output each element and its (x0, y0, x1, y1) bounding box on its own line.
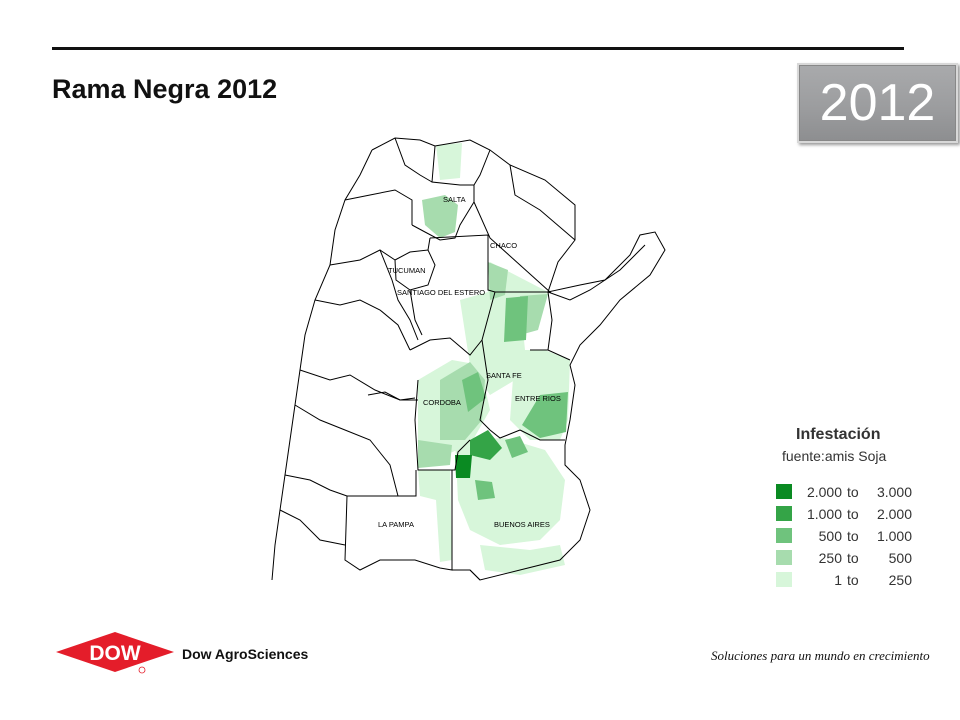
country-outline (371, 137, 666, 581)
internal-west-3 (299, 369, 418, 401)
legend-swatch (776, 484, 792, 499)
legend-low: 1 (834, 572, 842, 588)
legend-item: 250 to 500 (776, 550, 946, 566)
legend-item: 2.000 to 3.000 (776, 484, 946, 500)
internal-west-4 (294, 404, 399, 497)
legend-to: to (847, 506, 859, 522)
legend-high: 2.000 (876, 506, 912, 522)
label-chaco: CHACO (490, 241, 517, 250)
cordoba-border (409, 337, 483, 471)
area-salta-mid (422, 195, 458, 238)
label-buenosaires: BUENOS AIRES (494, 520, 550, 529)
infestation-map: SALTA CHACO TUCUMAN SANTIAGO DEL ESTERO … (271, 137, 666, 581)
santiago-west (409, 237, 431, 336)
internal-north-1 (344, 189, 413, 225)
top-rule (52, 47, 904, 50)
misiones-line (547, 244, 646, 301)
legend-high: 250 (888, 572, 912, 588)
area-ba-spot (475, 480, 495, 500)
legend-item: 1 to 250 (776, 572, 946, 588)
legend-swatch (776, 572, 792, 587)
area-entrerios-dark (522, 392, 568, 438)
santiago-border (429, 234, 548, 293)
legend-low: 1.000 (806, 506, 842, 522)
andes-west (271, 149, 373, 581)
sanluis-line (367, 391, 416, 401)
company-name: Dow AgroSciences (182, 646, 309, 662)
internal-west-6 (279, 509, 346, 546)
province-labels: SALTA CHACO TUCUMAN SANTIAGO DEL ESTERO … (378, 195, 561, 529)
area-west-strip (418, 470, 452, 562)
legend-to: to (847, 550, 859, 566)
label-santiago: SANTIAGO DEL ESTERO (397, 288, 485, 297)
internal-north-2 (394, 137, 433, 183)
legend-subtitle: fuente:amis Soja (782, 448, 887, 464)
legend-high: 1.000 (876, 528, 912, 544)
label-entrerios: ENTRE RIOS (515, 394, 561, 403)
dow-logo-text: DOW (89, 642, 141, 665)
internal-west-5 (284, 474, 348, 497)
internal-west-2 (314, 299, 411, 351)
infestation-shading (418, 143, 570, 575)
area-pergamino (470, 430, 502, 460)
legend-to: to (847, 528, 859, 544)
area-ba-north (455, 438, 565, 545)
dow-diamond (56, 632, 174, 672)
corrientes-line (547, 291, 553, 351)
area-salta-north (436, 143, 462, 180)
tagline: Soluciones para un mundo en crecimiento (711, 648, 930, 663)
tucuman-border (394, 249, 436, 291)
label-lapampa: LA PAMPA (378, 520, 414, 529)
area-ba-mid (505, 436, 528, 458)
area-chaco-dark (504, 296, 528, 342)
legend-low: 250 (818, 550, 842, 566)
legend-high: 500 (888, 550, 912, 566)
slide-title: Rama Negra 2012 (52, 74, 278, 104)
salta-border (411, 145, 475, 241)
label-santafe: SANTA FE (486, 371, 522, 380)
label-cordoba: CORDOBA (423, 398, 461, 407)
label-tucuman: TUCUMAN (388, 266, 426, 275)
legend-item: 1.000 to 2.000 (776, 506, 946, 522)
year-badge: 2012 (797, 63, 958, 143)
province-borders (271, 137, 666, 581)
map-legend: Infestación fuente:amis Soja 2.000 to 3.… (770, 424, 950, 594)
legend-title: Infestación (796, 426, 881, 443)
internal-north-3 (473, 149, 491, 186)
internal-north-4 (509, 164, 576, 241)
area-cordoba-south (418, 440, 452, 468)
area-chaco-mid (488, 262, 508, 300)
area-santafe-mid (462, 372, 486, 412)
legend-item: 500 to 1.000 (776, 528, 946, 544)
legend-swatch (776, 528, 792, 543)
dow-logo: DOW (56, 632, 174, 674)
legend-swatch (776, 506, 792, 521)
legend-to: to (847, 484, 859, 500)
legend-to: to (847, 572, 859, 588)
area-ba-south (480, 545, 565, 575)
legend-swatch (776, 550, 792, 565)
legend-low: 2.000 (806, 484, 842, 500)
catamarca-line (379, 249, 419, 341)
legend-high: 3.000 (876, 484, 912, 500)
buenosaires-border (452, 569, 481, 581)
area-top (455, 455, 472, 478)
registered-mark (138, 666, 146, 674)
label-salta: SALTA (443, 195, 466, 204)
lapampa-border (344, 470, 453, 571)
legend-low: 500 (818, 528, 842, 544)
internal-west-1 (329, 249, 396, 266)
